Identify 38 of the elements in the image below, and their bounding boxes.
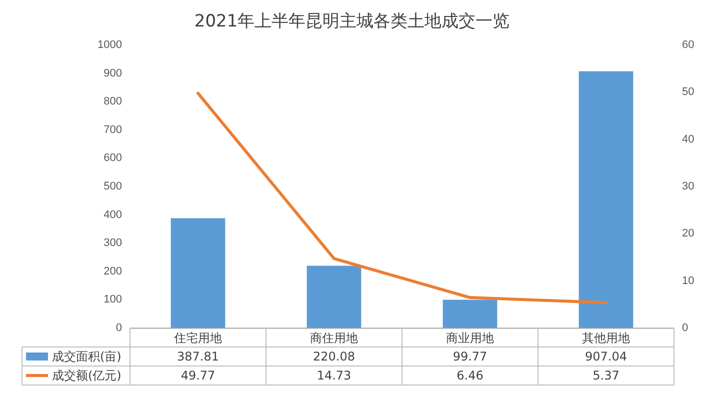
x-tick-label: 商业用地 [446,331,494,345]
data-label: 6.46 [456,368,484,382]
y-tick-label: 900 [104,67,122,80]
data-label: 387.81 [177,350,219,364]
legend-label: 成交面积(亩) [52,350,122,364]
y-tick-label: 1000 [98,39,122,51]
x-tick-label: 住宅用地 [173,331,222,345]
y-tick-label: 500 [104,180,122,192]
data-label: 49.77 [180,368,216,382]
y-tick-label: 200 [104,265,122,278]
y-tick-label: 800 [104,96,122,108]
chart-title: 2021年上半年昆明主城各类土地成交一览 [194,12,510,32]
x-tick-label: 商住用地 [310,331,358,345]
y2-tick-label: 0 [682,322,688,334]
line-series [196,92,608,304]
y2-tick-label: 10 [682,274,694,287]
y-tick-label: 400 [104,208,122,221]
x-tick-label: 其他用地 [582,331,630,345]
y2-tick-label: 50 [682,86,694,98]
y2-tick-label: 60 [682,39,694,51]
y-tick-label: 600 [104,152,122,164]
y2-tick-label: 20 [682,228,694,240]
bar [442,300,498,328]
y2-tick-label: 40 [682,133,694,146]
data-label: 907.04 [585,350,627,364]
y-tick-label: 700 [104,124,122,136]
data-label: 5.37 [592,368,620,382]
y-tick-label: 0 [116,322,122,334]
data-label: 220.08 [313,350,355,364]
legend-label: 成交额(亿元) [52,368,122,382]
y2-tick-label: 30 [682,180,694,192]
bar [306,266,362,328]
data-label: 99.77 [452,350,488,364]
bar [170,218,226,328]
data-label: 14.73 [316,368,352,382]
y-tick-label: 100 [104,294,122,306]
y-tick-label: 300 [104,237,122,250]
bar [578,71,634,328]
